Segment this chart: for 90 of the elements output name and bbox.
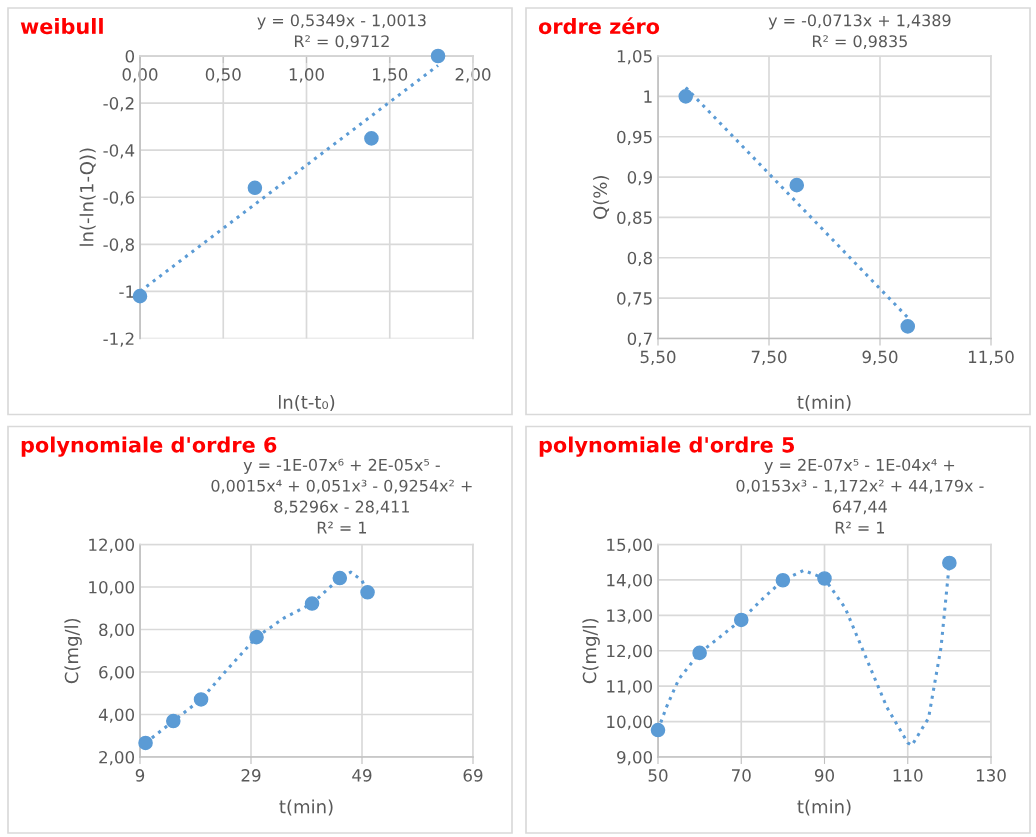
point bbox=[304, 596, 320, 611]
y-axis-title: C(mg/l) bbox=[64, 618, 82, 684]
point bbox=[789, 177, 805, 193]
chart-title: polynomiale d'ordre 6 bbox=[21, 436, 277, 457]
y-tick-label: 13,00 bbox=[607, 609, 653, 624]
text: y = 0,5349x - 1,0013 bbox=[257, 14, 426, 30]
y-tick-label: 0,95 bbox=[617, 130, 652, 145]
point bbox=[692, 645, 707, 661]
y-tick-label: 12,00 bbox=[607, 644, 653, 660]
y-tick-label: 0 bbox=[125, 49, 135, 63]
text: 8,5296x - 28,411 bbox=[274, 500, 409, 515]
x-axis-title: t(min) bbox=[797, 395, 851, 412]
x-tick-label: 2,00 bbox=[455, 68, 491, 83]
point bbox=[650, 722, 666, 738]
x-tick-label: 5,50 bbox=[640, 350, 676, 365]
text: 0,0153x³ - 1,172x² + 44,179x - bbox=[736, 479, 984, 494]
y-axis-title: ln(-ln(1-Q)) bbox=[79, 148, 96, 246]
y-tick-label: 14,00 bbox=[607, 573, 653, 589]
y-tick-label: -0,8 bbox=[103, 238, 134, 253]
text: 0,0015x⁴ + 0,051x³ - 0,9254x² + bbox=[211, 479, 472, 494]
point bbox=[775, 572, 791, 588]
point bbox=[942, 555, 957, 571]
point bbox=[247, 180, 263, 196]
y-tick-label: 0,85 bbox=[617, 211, 652, 226]
x-tick-label: 7,50 bbox=[751, 350, 787, 365]
y-tick-label: 0,7 bbox=[627, 332, 652, 347]
x-tick-label: 130 bbox=[976, 769, 1006, 782]
point bbox=[138, 735, 153, 751]
point bbox=[733, 612, 749, 628]
y-tick-label: 10,00 bbox=[89, 580, 135, 596]
x-tick-label: 1,50 bbox=[373, 68, 408, 83]
y-tick-label: -1,2 bbox=[103, 332, 134, 347]
x-tick-label: 70 bbox=[732, 769, 751, 782]
y-tick-label: 12,00 bbox=[89, 538, 135, 553]
y-tick-label: 4,00 bbox=[98, 708, 135, 723]
text: y = -1E-07x⁶ + 2E-05x⁵ - bbox=[243, 458, 440, 474]
x-tick-label: 9,50 bbox=[862, 350, 898, 365]
point bbox=[817, 571, 832, 586]
x-tick-label: 50 bbox=[648, 769, 668, 782]
point bbox=[249, 629, 264, 645]
x-tick-label: 110 bbox=[893, 769, 923, 782]
text: R² = 0,9835 bbox=[812, 35, 907, 49]
point bbox=[166, 713, 181, 729]
point bbox=[132, 288, 148, 304]
y-tick-label: 0,75 bbox=[617, 292, 652, 307]
x-tick-label: 11,50 bbox=[968, 350, 1014, 365]
x-tick-label: 0,50 bbox=[205, 68, 241, 83]
point bbox=[678, 89, 694, 104]
y-tick-label: -0,6 bbox=[103, 191, 135, 206]
y-axis-title: Q(%) bbox=[593, 176, 610, 219]
y-tick-label: 1,05 bbox=[617, 49, 652, 65]
y-tick-label: 11,00 bbox=[607, 680, 653, 695]
y-tick-label: 8,00 bbox=[99, 623, 135, 638]
x-tick-label: 90 bbox=[814, 769, 834, 782]
point bbox=[360, 585, 375, 600]
x-tick-label: 1,00 bbox=[289, 68, 324, 83]
text: R² = 1 bbox=[317, 521, 366, 534]
x-tick-label: 29 bbox=[241, 769, 261, 782]
x-tick-label: 0,00 bbox=[122, 68, 158, 83]
x-axis-title: t(min) bbox=[797, 799, 851, 816]
y-tick-label: 0,8 bbox=[627, 251, 652, 267]
y-tick-label: 2,00 bbox=[99, 750, 135, 766]
point bbox=[332, 570, 348, 586]
y-tick-label: 1 bbox=[644, 90, 652, 103]
chart-title: weibull bbox=[20, 18, 103, 35]
point bbox=[900, 319, 916, 334]
y-tick-label: 0,9 bbox=[627, 171, 652, 186]
x-tick-label: 9 bbox=[135, 769, 145, 782]
text: R² = 1 bbox=[835, 521, 885, 534]
y-tick-label: 10,00 bbox=[607, 715, 653, 730]
x-tick-label: 69 bbox=[463, 769, 483, 782]
x-axis-title: ln(t-t₀) bbox=[278, 395, 335, 412]
x-axis-title: t(min) bbox=[279, 799, 333, 816]
text: 647,44 bbox=[833, 500, 887, 515]
y-tick-label: -1 bbox=[119, 285, 134, 298]
point bbox=[430, 48, 446, 64]
y-tick-label: 6,00 bbox=[99, 665, 135, 681]
y-axis-title: C(mg/l) bbox=[582, 618, 600, 684]
text: y = 2E-07x⁵ - 1E-04x⁴ + bbox=[764, 458, 955, 474]
point bbox=[364, 131, 379, 146]
y-tick-label: -0,2 bbox=[103, 97, 134, 112]
text: y = -0,0713x + 1,4389 bbox=[768, 14, 951, 30]
text: R² = 0,9712 bbox=[294, 35, 389, 49]
x-tick-label: 49 bbox=[352, 769, 372, 782]
chart-title: polynomiale d'ordre 5 bbox=[539, 436, 795, 457]
chart-title: ordre zéro bbox=[538, 17, 660, 35]
y-tick-label: 9,00 bbox=[617, 750, 653, 766]
point bbox=[193, 692, 209, 707]
y-tick-label: -0,4 bbox=[103, 144, 135, 159]
y-tick-label: 15,00 bbox=[607, 538, 653, 553]
